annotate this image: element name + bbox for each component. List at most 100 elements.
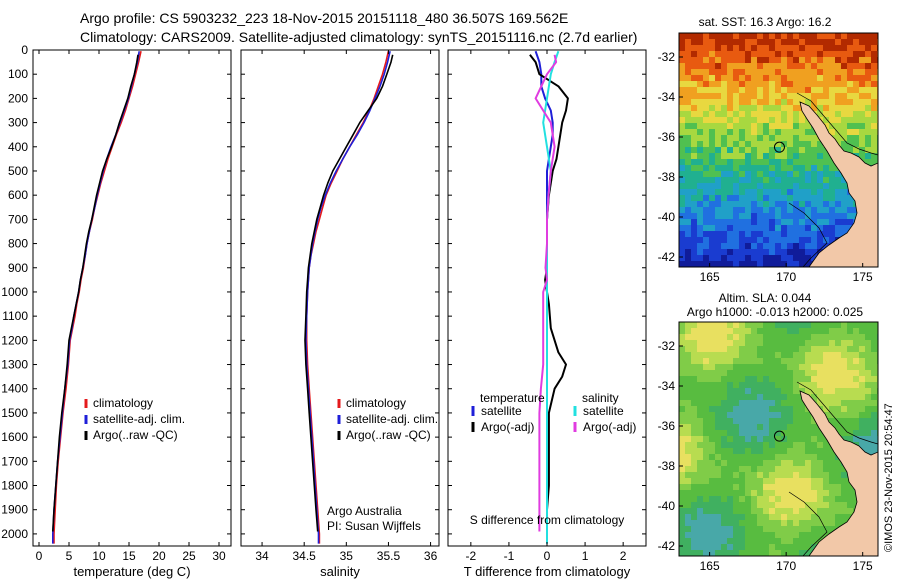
map-x-tick-label: 170: [776, 559, 796, 573]
map-cell: [787, 508, 793, 514]
map-cell: [799, 346, 805, 352]
map-cell: [685, 448, 691, 454]
map-cell: [787, 195, 793, 201]
map-cell: [697, 51, 703, 57]
map-cell: [751, 520, 757, 526]
map-cell: [739, 496, 745, 502]
map-cell: [733, 249, 739, 255]
map-cell: [697, 141, 703, 147]
map-cell: [721, 454, 727, 460]
map-cell: [733, 177, 739, 183]
map-cell: [841, 87, 847, 93]
map-cell: [823, 207, 829, 213]
map-cell: [793, 261, 799, 267]
map-cell: [769, 201, 775, 207]
map-cell: [793, 550, 799, 556]
map-cell: [751, 201, 757, 207]
map-cell: [763, 99, 769, 105]
map-cell: [769, 117, 775, 123]
map-cell: [703, 370, 709, 376]
map-cell: [739, 484, 745, 490]
map-cell: [811, 418, 817, 424]
map-cell: [757, 129, 763, 135]
map-cell: [679, 376, 685, 382]
map-cell: [715, 454, 721, 460]
map-cell: [841, 400, 847, 406]
map-cell: [835, 213, 841, 219]
map-cell: [763, 81, 769, 87]
map-cell: [745, 195, 751, 201]
map-cell: [859, 105, 865, 111]
map-cell: [799, 159, 805, 165]
temperature-x-label: temperature (deg C): [73, 564, 190, 579]
map-cell: [679, 195, 685, 201]
map-cell: [781, 75, 787, 81]
map-cell: [727, 376, 733, 382]
map-cell: [781, 544, 787, 550]
map-cell: [829, 448, 835, 454]
map-cell: [733, 87, 739, 93]
map-cell: [739, 454, 745, 460]
map-cell: [721, 87, 727, 93]
map-cell: [787, 225, 793, 231]
map-cell: [781, 328, 787, 334]
map-cell: [691, 135, 697, 141]
map-cell: [793, 63, 799, 69]
map-cell: [769, 153, 775, 159]
map-cell: [859, 153, 865, 159]
map-cell: [751, 466, 757, 472]
map-cell: [691, 508, 697, 514]
map-cell: [721, 81, 727, 87]
map-cell: [787, 255, 793, 261]
map-cell: [697, 418, 703, 424]
map-cell: [775, 249, 781, 255]
map-cell: [775, 466, 781, 472]
map-cell: [805, 159, 811, 165]
map-cell: [865, 370, 871, 376]
map-cell: [697, 496, 703, 502]
map-cell: [787, 514, 793, 520]
x-tick-label: 10: [92, 549, 106, 563]
map-cell: [847, 105, 853, 111]
map-cell: [823, 478, 829, 484]
map-cell: [859, 141, 865, 147]
map-cell: [817, 51, 823, 57]
map-cell: [691, 454, 697, 460]
map-cell: [727, 412, 733, 418]
map-cell: [697, 346, 703, 352]
map-cell: [751, 213, 757, 219]
map-cell: [787, 460, 793, 466]
map-cell: [829, 207, 835, 213]
map-cell: [763, 141, 769, 147]
map-cell: [757, 412, 763, 418]
map-cell: [745, 147, 751, 153]
map-cell: [763, 340, 769, 346]
map-cell: [679, 153, 685, 159]
map-cell: [769, 496, 775, 502]
map-cell: [733, 207, 739, 213]
map-cell: [721, 69, 727, 75]
map-cell: [727, 490, 733, 496]
map-cell: [769, 454, 775, 460]
map-cell: [739, 502, 745, 508]
map-cell: [757, 514, 763, 520]
sla-argo-location-marker: [773, 430, 785, 442]
map-cell: [829, 177, 835, 183]
map-cell: [751, 406, 757, 412]
map-cell: [703, 165, 709, 171]
map-cell: [865, 81, 871, 87]
map-cell: [847, 508, 853, 514]
map-cell: [721, 201, 727, 207]
map-cell: [799, 255, 805, 261]
map-cell: [835, 105, 841, 111]
map-cell: [769, 255, 775, 261]
map-cell: [799, 526, 805, 532]
map-cell: [697, 538, 703, 544]
map-cell: [841, 63, 847, 69]
map-cell: [751, 63, 757, 69]
map-cell: [781, 508, 787, 514]
map-cell: [835, 382, 841, 388]
map-cell: [751, 225, 757, 231]
map-cell: [811, 376, 817, 382]
map-cell: [715, 129, 721, 135]
